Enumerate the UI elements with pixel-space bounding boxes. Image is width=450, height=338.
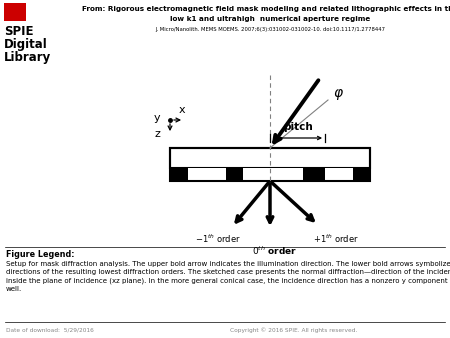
Text: Library: Library (4, 51, 51, 64)
Text: y: y (154, 113, 160, 123)
Text: x: x (179, 105, 185, 115)
Bar (4, 3, 26, 21)
Text: pitch: pitch (283, 122, 312, 132)
Bar (170, 148, 370, 181)
Text: $0^{th}$ order: $0^{th}$ order (252, 245, 297, 258)
Text: Figure Legend:: Figure Legend: (6, 250, 75, 259)
Bar (325, 168, 353, 181)
Text: Date of download:  5/29/2016: Date of download: 5/29/2016 (6, 327, 94, 332)
Text: J. Micro/Nanolith. MEMS MOEMS. 2007;6(3):031002-031002-10. doi:10.1117/1.2778447: J. Micro/Nanolith. MEMS MOEMS. 2007;6(3)… (155, 27, 385, 32)
Bar (243, 168, 303, 181)
Text: $-1^{th}$ order: $-1^{th}$ order (195, 233, 241, 245)
Bar (188, 168, 226, 181)
Text: z: z (154, 129, 160, 139)
Bar (170, 148, 370, 168)
Text: Copyright © 2016 SPIE. All rights reserved.: Copyright © 2016 SPIE. All rights reserv… (230, 327, 357, 333)
Bar (170, 168, 370, 181)
Text: From: Rigorous electromagnetic field mask modeling and related lithographic effe: From: Rigorous electromagnetic field mas… (82, 6, 450, 12)
Text: Setup for mask diffraction analysis. The upper bold arrow indicates the illumina: Setup for mask diffraction analysis. The… (6, 261, 450, 292)
Text: SPIE: SPIE (4, 25, 33, 38)
Text: $\varphi$: $\varphi$ (333, 88, 343, 102)
Text: Digital: Digital (4, 38, 48, 51)
Text: $+1^{th}$ order: $+1^{th}$ order (313, 233, 359, 245)
Text: low k1 and ultrahigh  numerical aperture regime: low k1 and ultrahigh numerical aperture … (170, 16, 370, 22)
